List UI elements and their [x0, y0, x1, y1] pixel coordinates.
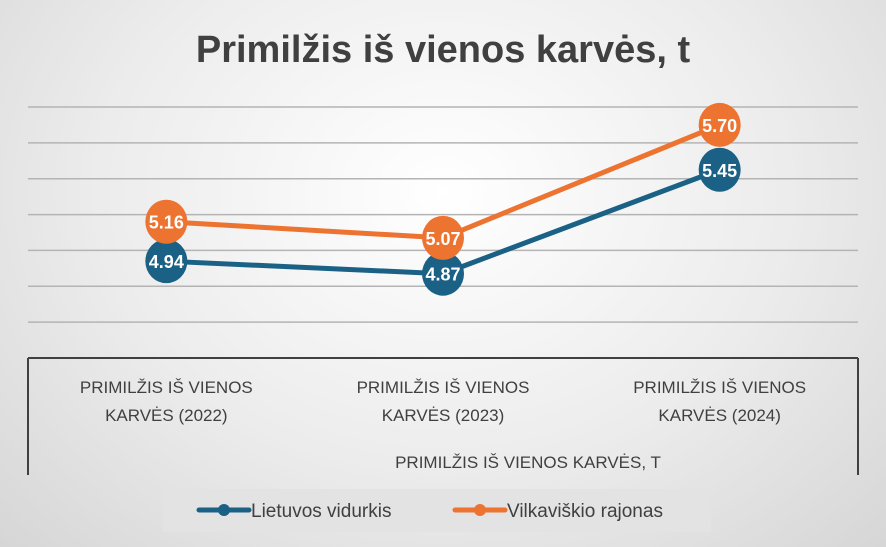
x-tick-label: KARVĖS (2023) — [382, 406, 505, 425]
data-point — [698, 102, 741, 147]
data-point — [145, 199, 188, 244]
legend-marker-icon — [218, 504, 230, 516]
x-group-label: PRIMILŽIS IŠ VIENOS KARVĖS, T — [395, 453, 661, 472]
legend-box — [163, 489, 711, 532]
data-label: 5.45 — [702, 161, 737, 181]
legend-label: Lietuvos vidurkis — [251, 501, 391, 522]
legend-marker-icon — [474, 504, 486, 516]
data-point — [422, 251, 464, 296]
data-label: 4.87 — [425, 265, 460, 285]
data-label: 5.70 — [702, 116, 737, 136]
x-tick-label: KARVĖS (2022) — [105, 406, 228, 425]
data-point — [145, 239, 188, 284]
data-point — [698, 147, 741, 192]
data-point — [422, 215, 464, 260]
legend-label: Vilkaviškio rajonas — [507, 501, 663, 522]
x-tick-label: KARVĖS (2024) — [658, 406, 781, 425]
x-tick-label: PRIMILŽIS IŠ VIENOS — [357, 378, 530, 397]
data-label: 5.16 — [149, 213, 184, 233]
chart-title: Primilžis iš vienos karvės, t — [196, 29, 691, 71]
x-tick-label: PRIMILŽIS IŠ VIENOS — [633, 378, 806, 397]
x-tick-label: PRIMILŽIS IŠ VIENOS — [80, 378, 253, 397]
data-label: 5.07 — [425, 229, 460, 249]
data-label: 4.94 — [149, 252, 184, 272]
